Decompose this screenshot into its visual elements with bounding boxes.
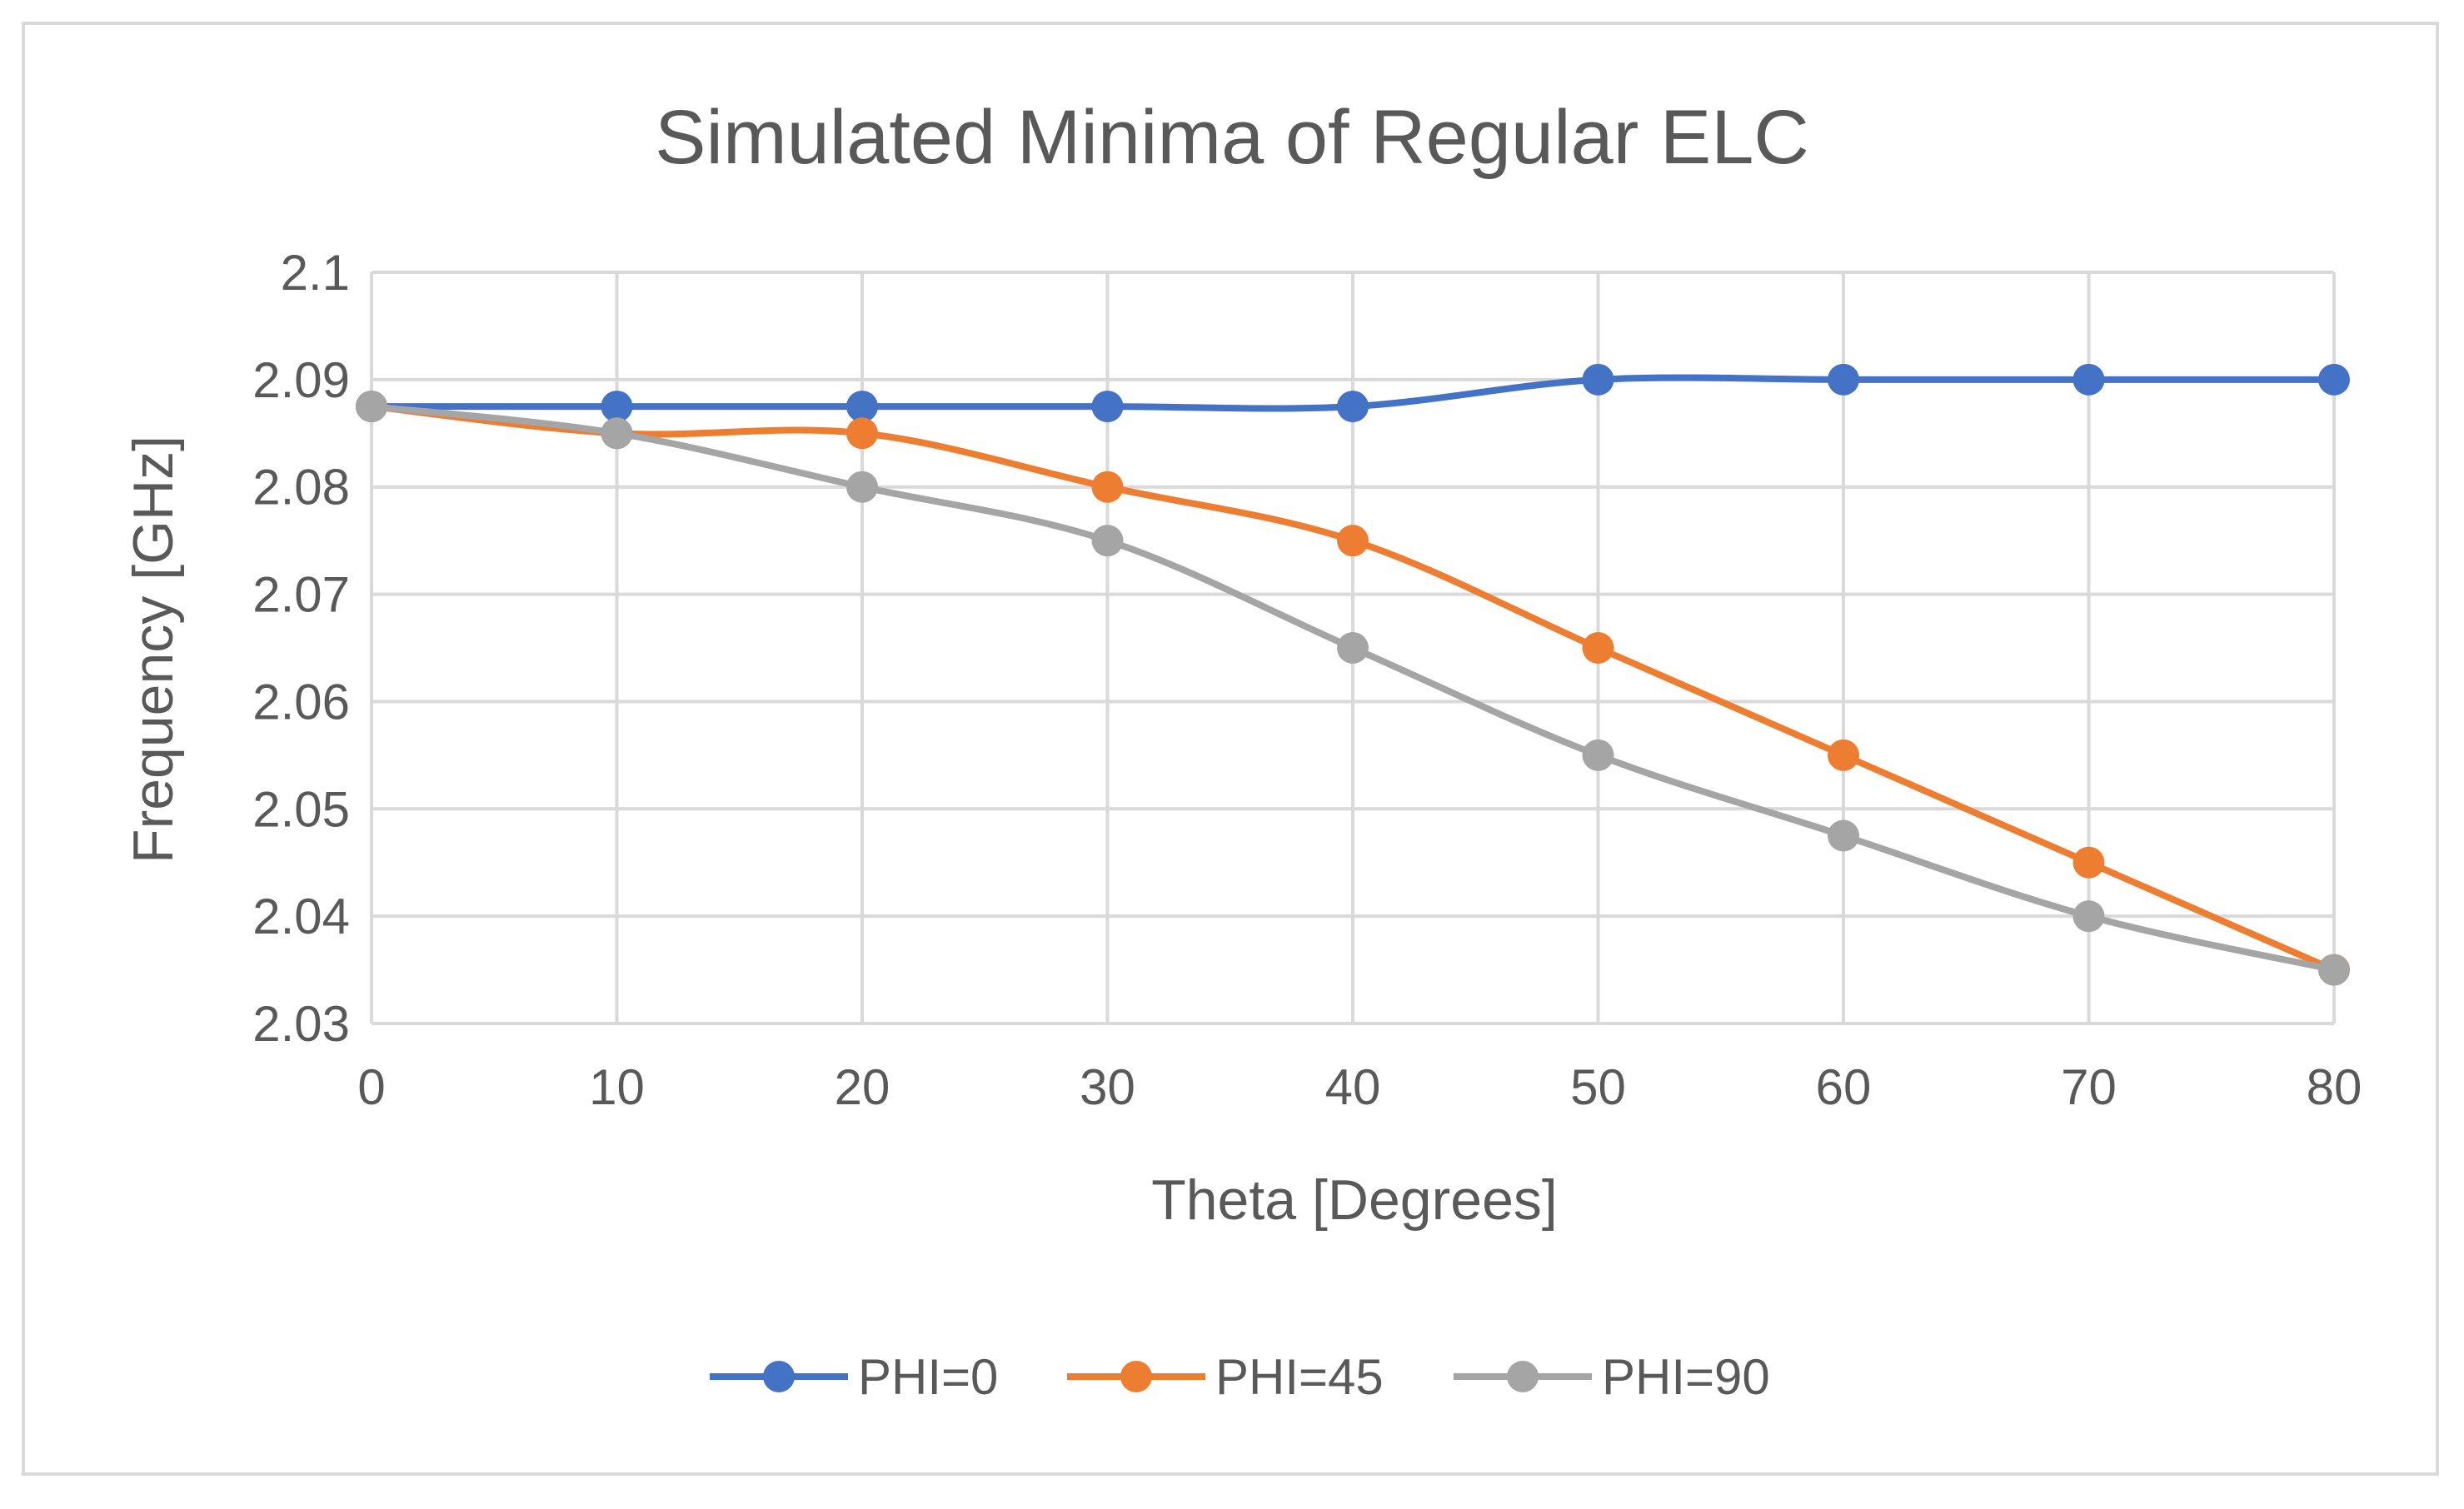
legend-label: PHI=45 [1215, 1349, 1384, 1405]
data-point [1828, 739, 1859, 771]
data-point [846, 391, 878, 423]
x-tick-label: 30 [1080, 1059, 1135, 1115]
data-point [1337, 632, 1369, 664]
chart-frame [22, 22, 2439, 1476]
y-tick-label: 2.1 [281, 245, 350, 301]
data-point [846, 417, 878, 450]
y-tick-label: 2.08 [252, 460, 350, 515]
data-point [2072, 846, 2105, 879]
x-tick-label: 40 [1325, 1059, 1381, 1115]
data-point [2318, 363, 2350, 396]
data-point [846, 471, 878, 503]
x-tick-label: 80 [2307, 1059, 2362, 1115]
y-tick-label: 2.05 [252, 781, 350, 837]
data-point [1582, 632, 1614, 664]
x-tick-label: 60 [1816, 1059, 1872, 1115]
y-tick-label: 2.03 [252, 996, 350, 1052]
legend-marker [1120, 1361, 1152, 1392]
y-axis-label: Frequency [GHz] [122, 436, 185, 864]
y-tick-label: 2.07 [252, 567, 350, 623]
data-point [2072, 363, 2105, 396]
x-tick-label: 20 [835, 1059, 890, 1115]
x-tick-label: 10 [589, 1059, 645, 1115]
data-point [2072, 900, 2105, 933]
data-point [601, 417, 633, 450]
y-axis-ticks: 2.03 2.04 2.05 2.06 2.07 2.08 2.09 2.1 [252, 245, 350, 1052]
data-point [1091, 391, 1124, 423]
x-tick-label: 50 [1570, 1059, 1626, 1115]
series-layer [356, 363, 2350, 986]
series-phi-90 [356, 391, 2350, 986]
data-point [356, 391, 387, 423]
legend-marker [1507, 1361, 1539, 1392]
legend-label: PHI=0 [858, 1349, 998, 1405]
data-point [1828, 819, 1859, 852]
legend-entry: PHI=0 [710, 1349, 998, 1405]
y-tick-label: 2.09 [252, 352, 350, 408]
legend: PHI=0 PHI=45 PHI=90 [710, 1349, 1770, 1405]
data-point [2318, 954, 2350, 986]
legend-marker [763, 1361, 795, 1392]
chart-title: Simulated Minima of Regular ELC [655, 95, 1809, 180]
data-point [601, 391, 633, 423]
x-axis-label: Theta [Degrees] [1151, 1168, 1558, 1232]
data-point [1582, 739, 1614, 771]
data-point [1091, 525, 1124, 557]
legend-label: PHI=90 [1602, 1349, 1770, 1405]
data-point [1337, 391, 1369, 423]
y-tick-label: 2.06 [252, 674, 350, 730]
data-point [1337, 525, 1369, 557]
data-point [1582, 363, 1614, 396]
y-tick-label: 2.04 [252, 889, 350, 944]
legend-entry: PHI=90 [1454, 1349, 1770, 1405]
x-axis-ticks: 0 10 20 30 40 50 60 70 80 [357, 1059, 2362, 1115]
x-tick-label: 70 [2061, 1059, 2117, 1115]
data-point [1828, 363, 1859, 396]
data-point [1091, 471, 1124, 503]
x-tick-label: 0 [357, 1059, 385, 1115]
legend-entry: PHI=45 [1067, 1349, 1384, 1405]
